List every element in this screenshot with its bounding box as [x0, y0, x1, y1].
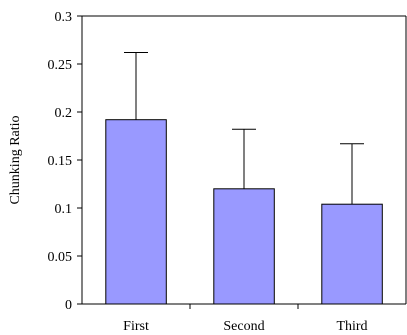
bar-third	[321, 203, 383, 305]
error-bars-layer	[124, 52, 364, 205]
bar-first	[105, 119, 167, 305]
y-tick-label: 0.3	[55, 10, 73, 25]
y-tick-label: 0.1	[55, 202, 73, 217]
axes-layer	[77, 15, 407, 309]
error-bar-first	[124, 52, 148, 120]
y-tick-label: 0	[65, 298, 72, 313]
labels-layer: First Second Third 0 0.05 0.1 0.15 0.2 0.25 0.3	[48, 10, 368, 334]
y-tick-label: 0.05	[48, 250, 73, 265]
error-bar-second	[232, 128, 256, 189]
error-bar-third	[340, 143, 364, 205]
y-axis-title: Chunking Ratio	[8, 115, 23, 204]
x-tick-label-third: Third	[336, 319, 367, 334]
y-tick-label: 0.25	[48, 58, 73, 73]
y-tick-label: 0.15	[48, 154, 73, 169]
x-tick-label-second: Second	[223, 319, 264, 334]
bar-second	[213, 188, 275, 305]
x-tick-label-first: First	[123, 319, 149, 334]
y-tick-label: 0.2	[55, 106, 73, 121]
